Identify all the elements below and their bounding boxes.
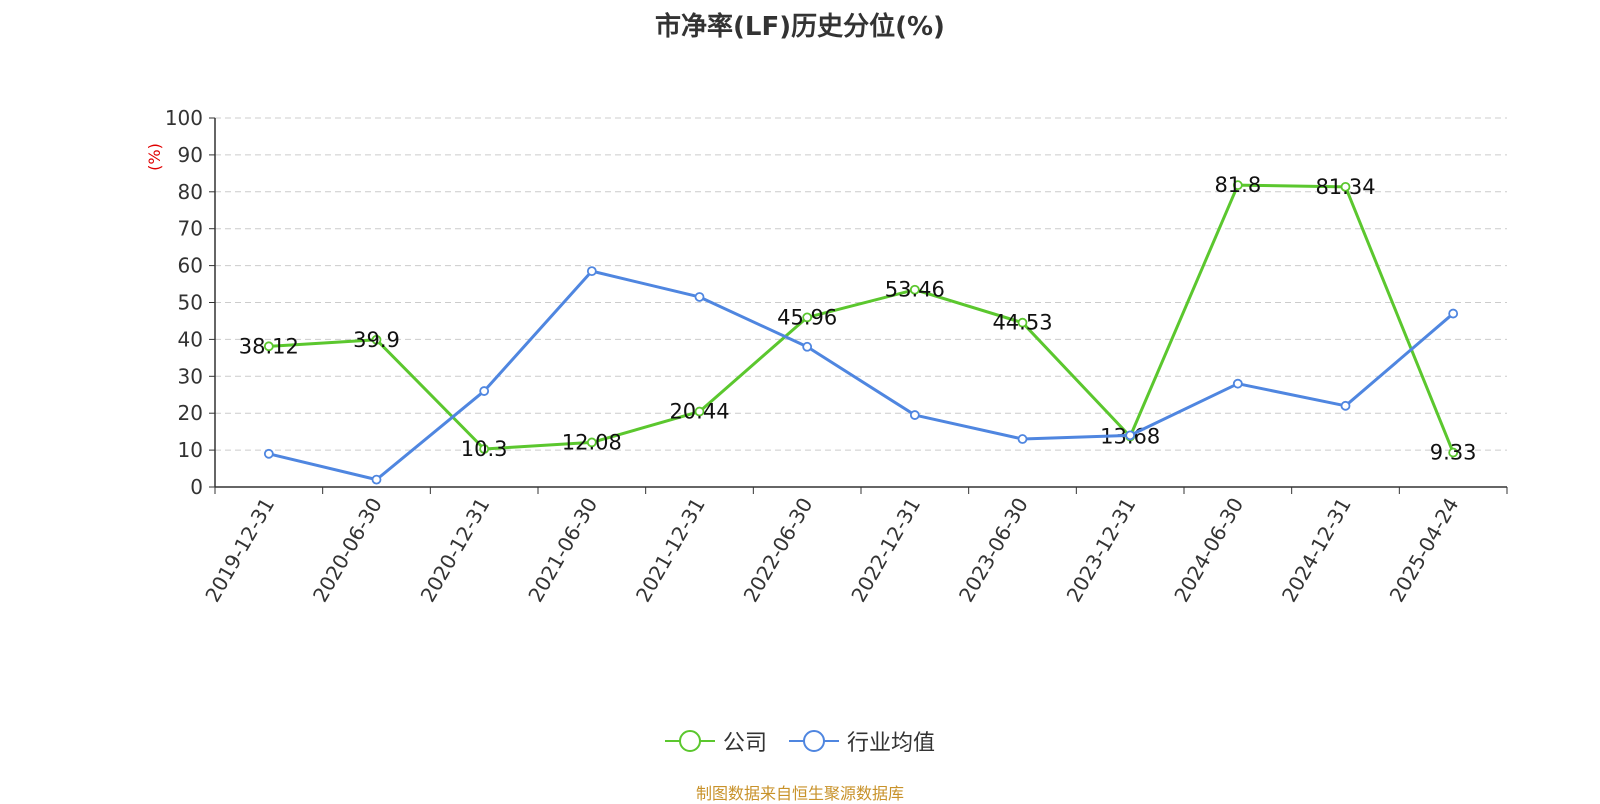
data-point[interactable] xyxy=(694,292,705,302)
legend: 公司 行业均值 xyxy=(0,724,1600,758)
axes: 0 10 20 30 40 50 60 70 80 90 100 2019-12-31 2020-06-… xyxy=(165,106,1508,607)
data-point[interactable] xyxy=(1340,400,1351,411)
y-tick-label: 100 xyxy=(165,106,203,130)
legend-label-company: 公司 xyxy=(722,731,767,756)
data-point[interactable] xyxy=(371,474,382,485)
series: 38.1239.910.312.0820.4445.9653.4644.5313… xyxy=(239,173,1477,485)
data-point[interactable] xyxy=(1232,378,1243,389)
data-label: 39.9 xyxy=(353,328,400,352)
series-line xyxy=(268,269,1455,482)
y-tick-label: 70 xyxy=(178,217,203,241)
series-industry-average xyxy=(263,266,1459,485)
y-tick-label: 10 xyxy=(178,438,203,462)
data-label: 53.46 xyxy=(885,278,945,302)
data-label: 44.53 xyxy=(992,311,1052,335)
data-source-note: 制图数据来自恒生聚源数据库 xyxy=(695,784,904,803)
data-label: 38.12 xyxy=(239,334,299,358)
data-point[interactable] xyxy=(1448,308,1459,319)
data-point[interactable] xyxy=(1125,430,1136,441)
series-line xyxy=(268,183,1455,454)
data-point[interactable] xyxy=(263,448,274,459)
data-point[interactable] xyxy=(802,312,813,323)
y-tick-label: 90 xyxy=(178,143,203,167)
data-point[interactable] xyxy=(586,437,597,448)
x-tick-label: 2024-06-30 xyxy=(1169,494,1248,607)
data-point[interactable] xyxy=(479,386,490,396)
x-tick-label: 2022-12-31 xyxy=(846,493,925,606)
chart-title: 市净率(LF)历史分位(%) xyxy=(655,12,945,42)
data-point[interactable] xyxy=(1232,180,1243,191)
data-point[interactable] xyxy=(586,266,597,277)
x-tick-label: 2020-06-30 xyxy=(308,494,387,607)
y-tick-label: 40 xyxy=(178,327,203,351)
data-point[interactable] xyxy=(694,406,705,417)
data-label: 45.96 xyxy=(777,305,837,329)
legend-line-marker-icon xyxy=(664,730,715,752)
data-point[interactable] xyxy=(1340,181,1351,192)
data-point[interactable] xyxy=(1017,317,1028,328)
data-point[interactable] xyxy=(479,444,490,454)
x-tick-label: 2022-06-30 xyxy=(739,494,818,607)
x-tick-label: 2021-06-30 xyxy=(523,494,602,607)
legend-item-industry-average[interactable]: 行业均值 xyxy=(789,725,935,757)
data-point[interactable] xyxy=(909,410,920,420)
x-tick-label: 2023-06-30 xyxy=(954,494,1033,607)
data-point[interactable] xyxy=(371,334,382,345)
data-label: 9.33 xyxy=(1430,441,1477,465)
legend-line-marker-icon xyxy=(789,730,839,752)
data-point[interactable] xyxy=(263,341,274,352)
data-point[interactable] xyxy=(802,341,813,352)
y-tick-label: 30 xyxy=(178,364,203,388)
data-label: 10.3 xyxy=(461,437,508,461)
legend-label-industry-average: 行业均值 xyxy=(847,731,936,756)
data-label: 81.8 xyxy=(1214,173,1261,197)
legend-item-company[interactable]: 公司 xyxy=(664,725,767,757)
y-axis-label: (%) xyxy=(145,143,164,171)
x-tick-label: 2025-04-24 xyxy=(1385,494,1464,607)
y-tick-label: 50 xyxy=(178,291,203,315)
data-point[interactable] xyxy=(1448,447,1459,458)
y-tick-label: 60 xyxy=(178,254,203,278)
data-label: 20.44 xyxy=(669,400,729,424)
data-point[interactable] xyxy=(1017,434,1028,444)
x-tick-label: 2019-12-31 xyxy=(200,494,279,607)
x-tick-label: 2023-12-31 xyxy=(1062,494,1141,607)
series-company: 38.1239.910.312.0820.4445.9653.4644.5313… xyxy=(239,173,1477,464)
y-tick-label: 20 xyxy=(178,401,203,425)
y-tick-label: 0 xyxy=(190,475,203,499)
x-tick-label: 2024-12-31 xyxy=(1277,494,1356,607)
y-tick-label: 80 xyxy=(178,180,203,204)
x-tick-label: 2020-12-31 xyxy=(416,493,495,606)
x-tick-label: 2021-12-31 xyxy=(631,494,710,607)
data-point[interactable] xyxy=(909,284,920,295)
data-label: 81.34 xyxy=(1315,175,1375,199)
data-label: 12.08 xyxy=(562,430,622,454)
